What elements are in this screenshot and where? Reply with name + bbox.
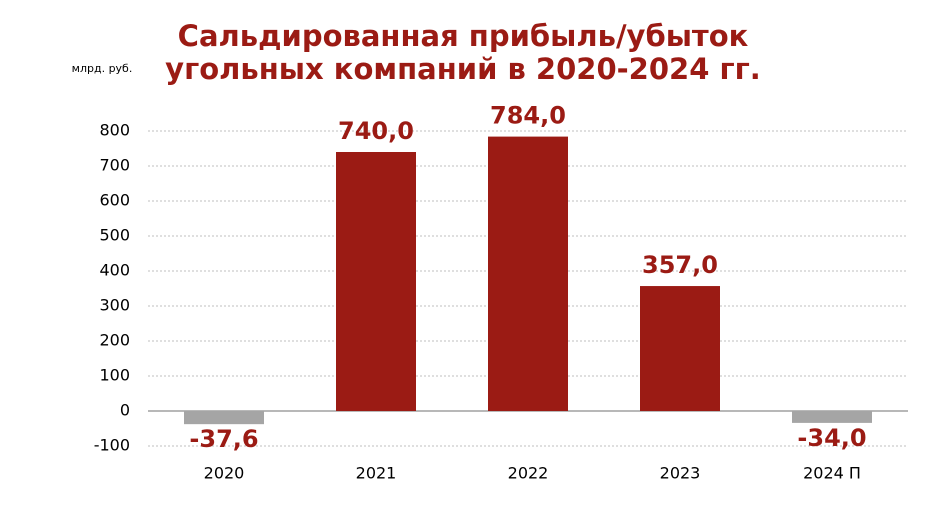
chart-title: угольных компаний в 2020-2024 гг.	[165, 52, 761, 86]
y-tick-label: -100	[94, 436, 130, 455]
y-tick-label: 0	[120, 401, 130, 420]
x-tick-label: 2020	[204, 464, 245, 483]
y-tick-label: 300	[99, 296, 130, 315]
bar	[336, 152, 416, 411]
y-tick-label: 700	[99, 156, 130, 175]
bar	[640, 286, 720, 411]
y-tick-label: 500	[99, 226, 130, 245]
bar	[488, 136, 568, 411]
chart-title: Сальдированная прибыль/убыток	[178, 19, 749, 53]
bar	[184, 411, 264, 425]
x-tick-label: 2024 П	[803, 464, 861, 483]
data-label: 784,0	[490, 102, 566, 130]
y-tick-label: 200	[99, 331, 130, 350]
data-label: 357,0	[642, 251, 718, 279]
data-label: 740,0	[338, 117, 414, 145]
bar	[792, 411, 872, 423]
y-tick-label: 400	[99, 261, 130, 280]
x-tick-label: 2021	[356, 464, 397, 483]
y-tick-label: 800	[99, 121, 130, 140]
x-tick-label: 2022	[508, 464, 549, 483]
y-tick-label: 100	[99, 366, 130, 385]
y-axis-label: млрд. руб.	[72, 62, 133, 75]
data-label: -37,6	[189, 425, 258, 453]
y-tick-label: 600	[99, 191, 130, 210]
data-label: -34,0	[797, 424, 866, 452]
x-tick-label: 2023	[660, 464, 701, 483]
